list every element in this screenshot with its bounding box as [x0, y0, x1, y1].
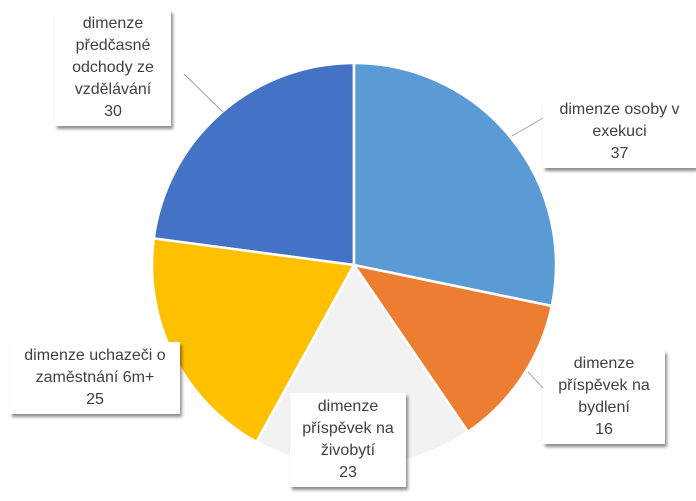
label-category: dimenze osoby v exekuci: [559, 101, 680, 140]
pie-slice: [152, 61, 356, 267]
data-label: dimenze příspěvek na bydlení 16: [543, 350, 665, 444]
label-category: dimenze příspěvek na živobytí: [302, 398, 394, 459]
pie-slice: [352, 61, 558, 308]
label-category: dimenze příspěvek na bydlení: [558, 355, 650, 416]
label-value: 37: [610, 145, 629, 162]
label-category: dimenze uchazeči o zaměstnání 6m+: [24, 347, 166, 386]
label-category: dimenze předčasné odchody ze vzdělávání: [72, 15, 154, 98]
data-label: dimenze příspěvek na živobytí 23: [290, 393, 406, 487]
pie-slice: [351, 263, 554, 434]
leader-line: [511, 117, 544, 137]
label-value: 30: [104, 103, 122, 120]
leader-line: [527, 371, 544, 389]
label-value: 25: [86, 391, 104, 408]
label-value: 23: [339, 464, 357, 481]
label-value: 16: [595, 421, 613, 438]
data-label: dimenze uchazeči o zaměstnání 6m+ 25: [10, 342, 180, 414]
data-label: dimenze předčasné odchody ze vzdělávání 3…: [55, 10, 171, 126]
leader-line: [183, 73, 225, 114]
data-label: dimenze osoby v exekuci 37: [543, 96, 696, 168]
